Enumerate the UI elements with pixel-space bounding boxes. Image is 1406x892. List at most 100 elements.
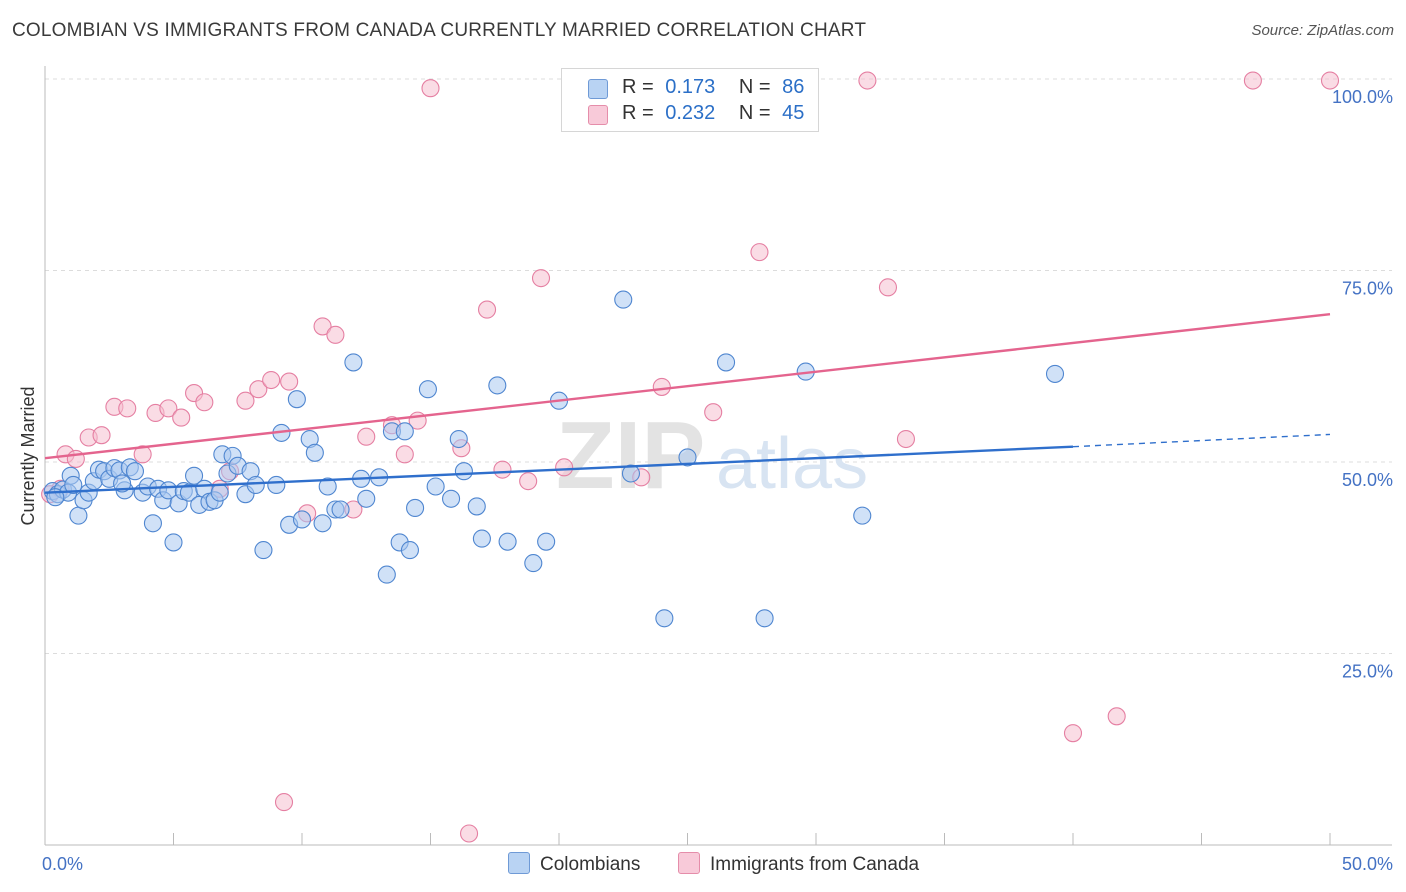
- colombians-n-value: 86: [782, 76, 805, 98]
- watermark-atlas: atlas: [716, 424, 868, 504]
- legend-canada-text: R = 0.232 N = 45: [622, 102, 804, 125]
- colombian-point: [143, 514, 162, 533]
- colombian-point: [331, 500, 350, 519]
- colombian-point: [210, 483, 229, 502]
- chart-title: COLOMBIAN VS IMMIGRANTS FROM CANADA CURR…: [12, 20, 867, 41]
- x-tick-label: 0.0%: [42, 854, 83, 874]
- colombian-point: [614, 290, 633, 309]
- colombians-trend-extension: [1072, 433, 1331, 448]
- canada-point: [262, 370, 281, 390]
- canada-point: [133, 445, 152, 464]
- canada-point: [92, 426, 111, 445]
- watermark: ZIP atlas: [556, 402, 868, 509]
- colombians-legend-label: Colombians: [540, 854, 641, 875]
- canada-legend-label: Immigrants from Canada: [710, 854, 920, 875]
- colombian-point: [488, 376, 507, 395]
- canada-point: [704, 403, 723, 422]
- canada-point: [172, 408, 191, 427]
- colombian-point: [524, 554, 543, 573]
- canada-n-value: 45: [782, 102, 805, 124]
- canada-point: [159, 399, 178, 418]
- canada-points: [41, 71, 1340, 843]
- colombian-point: [69, 506, 88, 525]
- n-label: N =: [738, 102, 771, 124]
- colombian-point: [449, 429, 468, 449]
- colombian-point: [344, 353, 363, 372]
- colombians-points: [43, 290, 1065, 628]
- colombian-point: [467, 497, 486, 516]
- canada-point: [274, 793, 294, 812]
- colombian-point: [426, 477, 445, 496]
- canada-point: [896, 429, 916, 449]
- source-note: Source: ZipAtlas.com: [1251, 22, 1394, 39]
- canada-point: [118, 399, 137, 418]
- axes: [44, 66, 1392, 846]
- colombian-point: [454, 462, 473, 481]
- colombian-point: [716, 353, 736, 372]
- bottom-legend-canada: Immigrants from Canada: [678, 852, 919, 876]
- r-label: R =: [622, 102, 654, 124]
- n-label: N =: [738, 76, 771, 98]
- canada-r-value: 0.232: [665, 102, 716, 124]
- y-tick-label: 50.0%: [1342, 470, 1393, 490]
- canada-legend-swatch: [678, 852, 700, 874]
- colombians-trend-line: [44, 445, 1074, 494]
- canada-point: [421, 79, 440, 98]
- x-tick-label: 50.0%: [1342, 854, 1393, 874]
- colombian-point: [853, 506, 872, 525]
- canada-point: [493, 460, 512, 479]
- canada-point: [519, 472, 538, 491]
- colombian-point: [113, 474, 132, 493]
- colombians-r-value: 0.173: [665, 76, 716, 98]
- canada-point: [326, 325, 345, 344]
- canada-point: [477, 300, 497, 319]
- colombian-point: [537, 532, 556, 551]
- colombian-point: [406, 498, 425, 518]
- colombian-point: [254, 541, 273, 560]
- colombian-point: [755, 609, 774, 628]
- colombian-point: [246, 475, 265, 495]
- legend-colombians-text: R = 0.173 N = 86: [622, 76, 804, 99]
- colombian-point: [164, 533, 183, 552]
- colombian-point: [655, 609, 674, 628]
- correlation-legend: R = 0.173 N = 86 R = 0.232 N = 45: [561, 68, 819, 132]
- canada-point: [555, 458, 574, 477]
- bottom-legend-colombians: Colombians: [508, 852, 640, 876]
- colombian-point: [313, 514, 332, 533]
- canada-point: [750, 243, 769, 262]
- colombian-point: [377, 565, 396, 584]
- canada-point: [313, 317, 332, 336]
- canada-trend-line: [44, 312, 1331, 460]
- canada-point: [1063, 724, 1083, 743]
- axis-labels: 25.0% 50.0% 75.0% 100.0% 0.0% 50.0% Currently …: [18, 87, 1393, 874]
- canada-point: [357, 427, 376, 446]
- trend-lines: [44, 312, 1331, 494]
- canada-point: [236, 391, 255, 410]
- colombian-point: [678, 448, 697, 467]
- canada-point: [459, 824, 479, 843]
- colombian-point: [472, 529, 491, 548]
- colombians-swatch: [588, 79, 608, 99]
- canada-swatch: [588, 105, 608, 125]
- colombian-point: [498, 532, 517, 551]
- colombian-point: [305, 443, 324, 462]
- canada-point: [1107, 707, 1126, 726]
- colombian-point: [267, 475, 286, 495]
- r-label: R =: [622, 76, 654, 98]
- canada-point: [878, 278, 898, 297]
- y-tick-label: 25.0%: [1342, 662, 1393, 682]
- canada-point: [249, 380, 268, 399]
- colombian-point: [400, 541, 419, 560]
- colombian-point: [292, 510, 312, 529]
- y-tick-label: 75.0%: [1342, 279, 1393, 299]
- colombian-point: [621, 464, 641, 483]
- colombian-point: [318, 477, 337, 496]
- canada-point: [280, 372, 299, 391]
- colombian-point: [125, 462, 144, 481]
- canada-point: [395, 445, 414, 464]
- colombian-point: [395, 422, 414, 441]
- canada-point: [1243, 71, 1262, 90]
- colombians-legend-swatch: [508, 852, 530, 874]
- canada-point: [652, 377, 671, 396]
